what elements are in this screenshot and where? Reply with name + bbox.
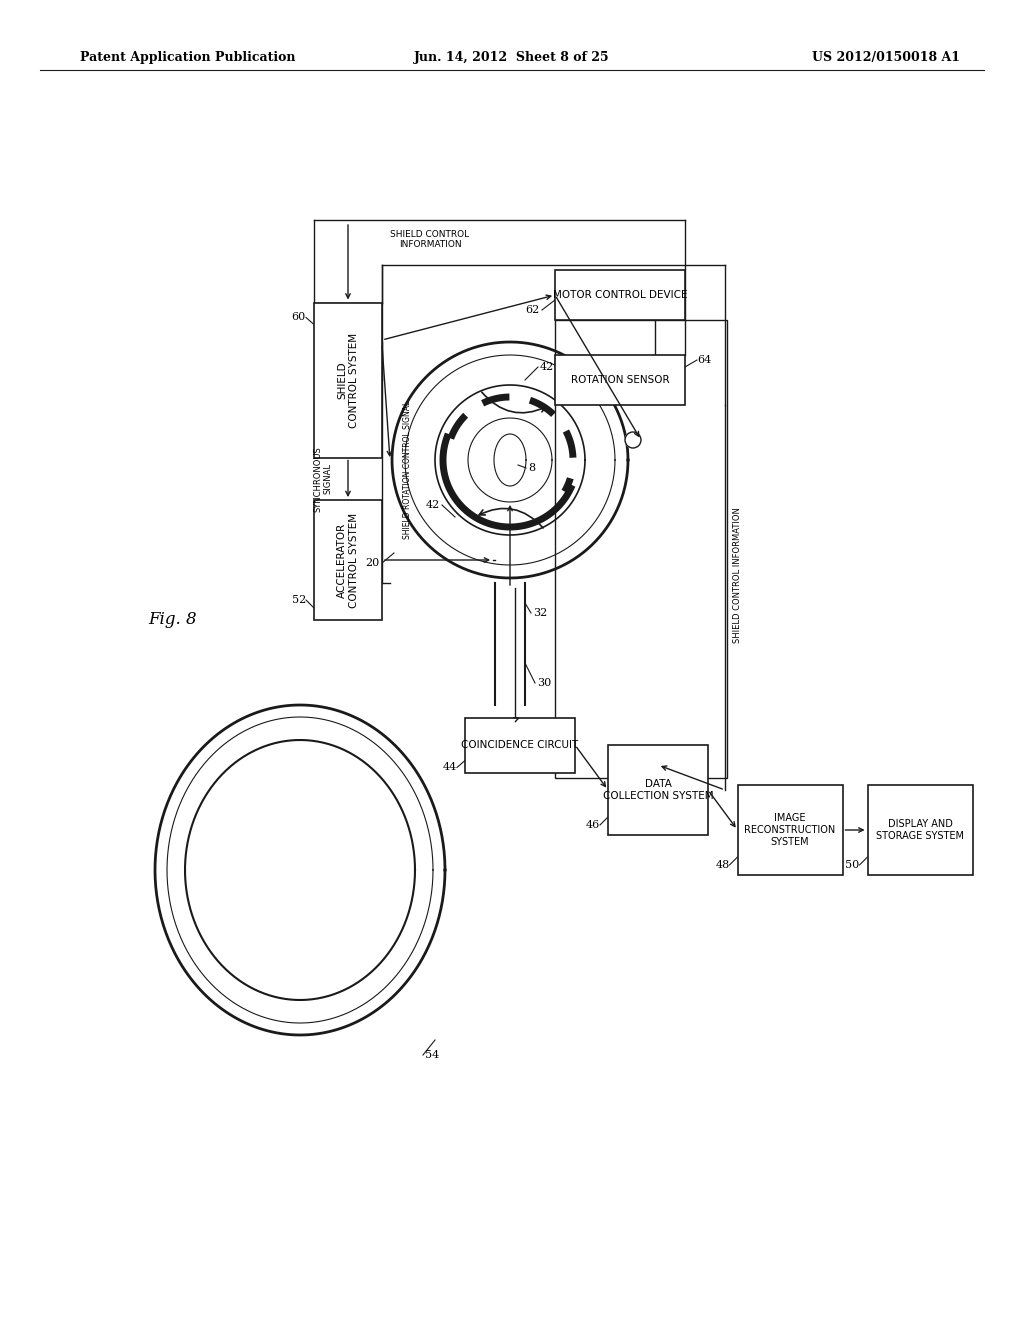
Bar: [314, 500, 382, 620]
Text: 62: 62: [525, 305, 540, 315]
Bar: [465, 718, 575, 772]
Text: 44: 44: [442, 763, 457, 772]
Text: Fig. 8: Fig. 8: [148, 611, 197, 628]
Text: ROTATION SENSOR: ROTATION SENSOR: [570, 375, 670, 385]
Text: ACCELERATOR
CONTROL SYSTEM: ACCELERATOR CONTROL SYSTEM: [337, 512, 358, 607]
Text: Jun. 14, 2012  Sheet 8 of 25: Jun. 14, 2012 Sheet 8 of 25: [414, 51, 610, 65]
Text: US 2012/0150018 A1: US 2012/0150018 A1: [812, 51, 961, 65]
Text: 20: 20: [366, 558, 380, 568]
Text: 50: 50: [845, 861, 859, 870]
Bar: [737, 785, 843, 875]
Text: 60: 60: [292, 313, 306, 322]
Text: 52: 52: [292, 595, 306, 605]
Text: 42: 42: [540, 362, 554, 372]
Bar: [555, 319, 727, 777]
Bar: [555, 271, 685, 319]
Text: IMAGE
RECONSTRUCTION
SYSTEM: IMAGE RECONSTRUCTION SYSTEM: [744, 813, 836, 846]
Bar: [314, 302, 382, 458]
Bar: [555, 355, 685, 405]
Text: COINCIDENCE CIRCUIT: COINCIDENCE CIRCUIT: [462, 741, 579, 750]
Text: 32: 32: [534, 609, 547, 618]
Text: Patent Application Publication: Patent Application Publication: [80, 51, 296, 65]
Text: DISPLAY AND
STORAGE SYSTEM: DISPLAY AND STORAGE SYSTEM: [876, 820, 964, 841]
Text: 64: 64: [697, 355, 712, 366]
Text: 46: 46: [586, 820, 600, 830]
Bar: [608, 744, 708, 836]
Text: DATA
COLLECTION SYSTEM: DATA COLLECTION SYSTEM: [603, 779, 714, 801]
Text: 42: 42: [426, 500, 440, 510]
Text: 48: 48: [715, 861, 729, 870]
Text: SHIELD ROTATION CONTROL SIGNAL: SHIELD ROTATION CONTROL SIGNAL: [402, 401, 412, 539]
Text: SHIELD CONTROL
INFORMATION: SHIELD CONTROL INFORMATION: [390, 230, 470, 249]
Text: 8: 8: [528, 463, 536, 473]
Text: SHIELD CONTROL INFORMATION: SHIELD CONTROL INFORMATION: [733, 507, 742, 643]
Text: SYNCHRONOUS
SIGNAL: SYNCHRONOUS SIGNAL: [313, 446, 333, 512]
Text: MOTOR CONTROL DEVICE: MOTOR CONTROL DEVICE: [553, 290, 687, 300]
Text: 30: 30: [537, 678, 551, 688]
Text: SHIELD
CONTROL SYSTEM: SHIELD CONTROL SYSTEM: [337, 333, 358, 428]
Circle shape: [625, 432, 641, 447]
Bar: [867, 785, 973, 875]
Text: 54: 54: [425, 1049, 439, 1060]
